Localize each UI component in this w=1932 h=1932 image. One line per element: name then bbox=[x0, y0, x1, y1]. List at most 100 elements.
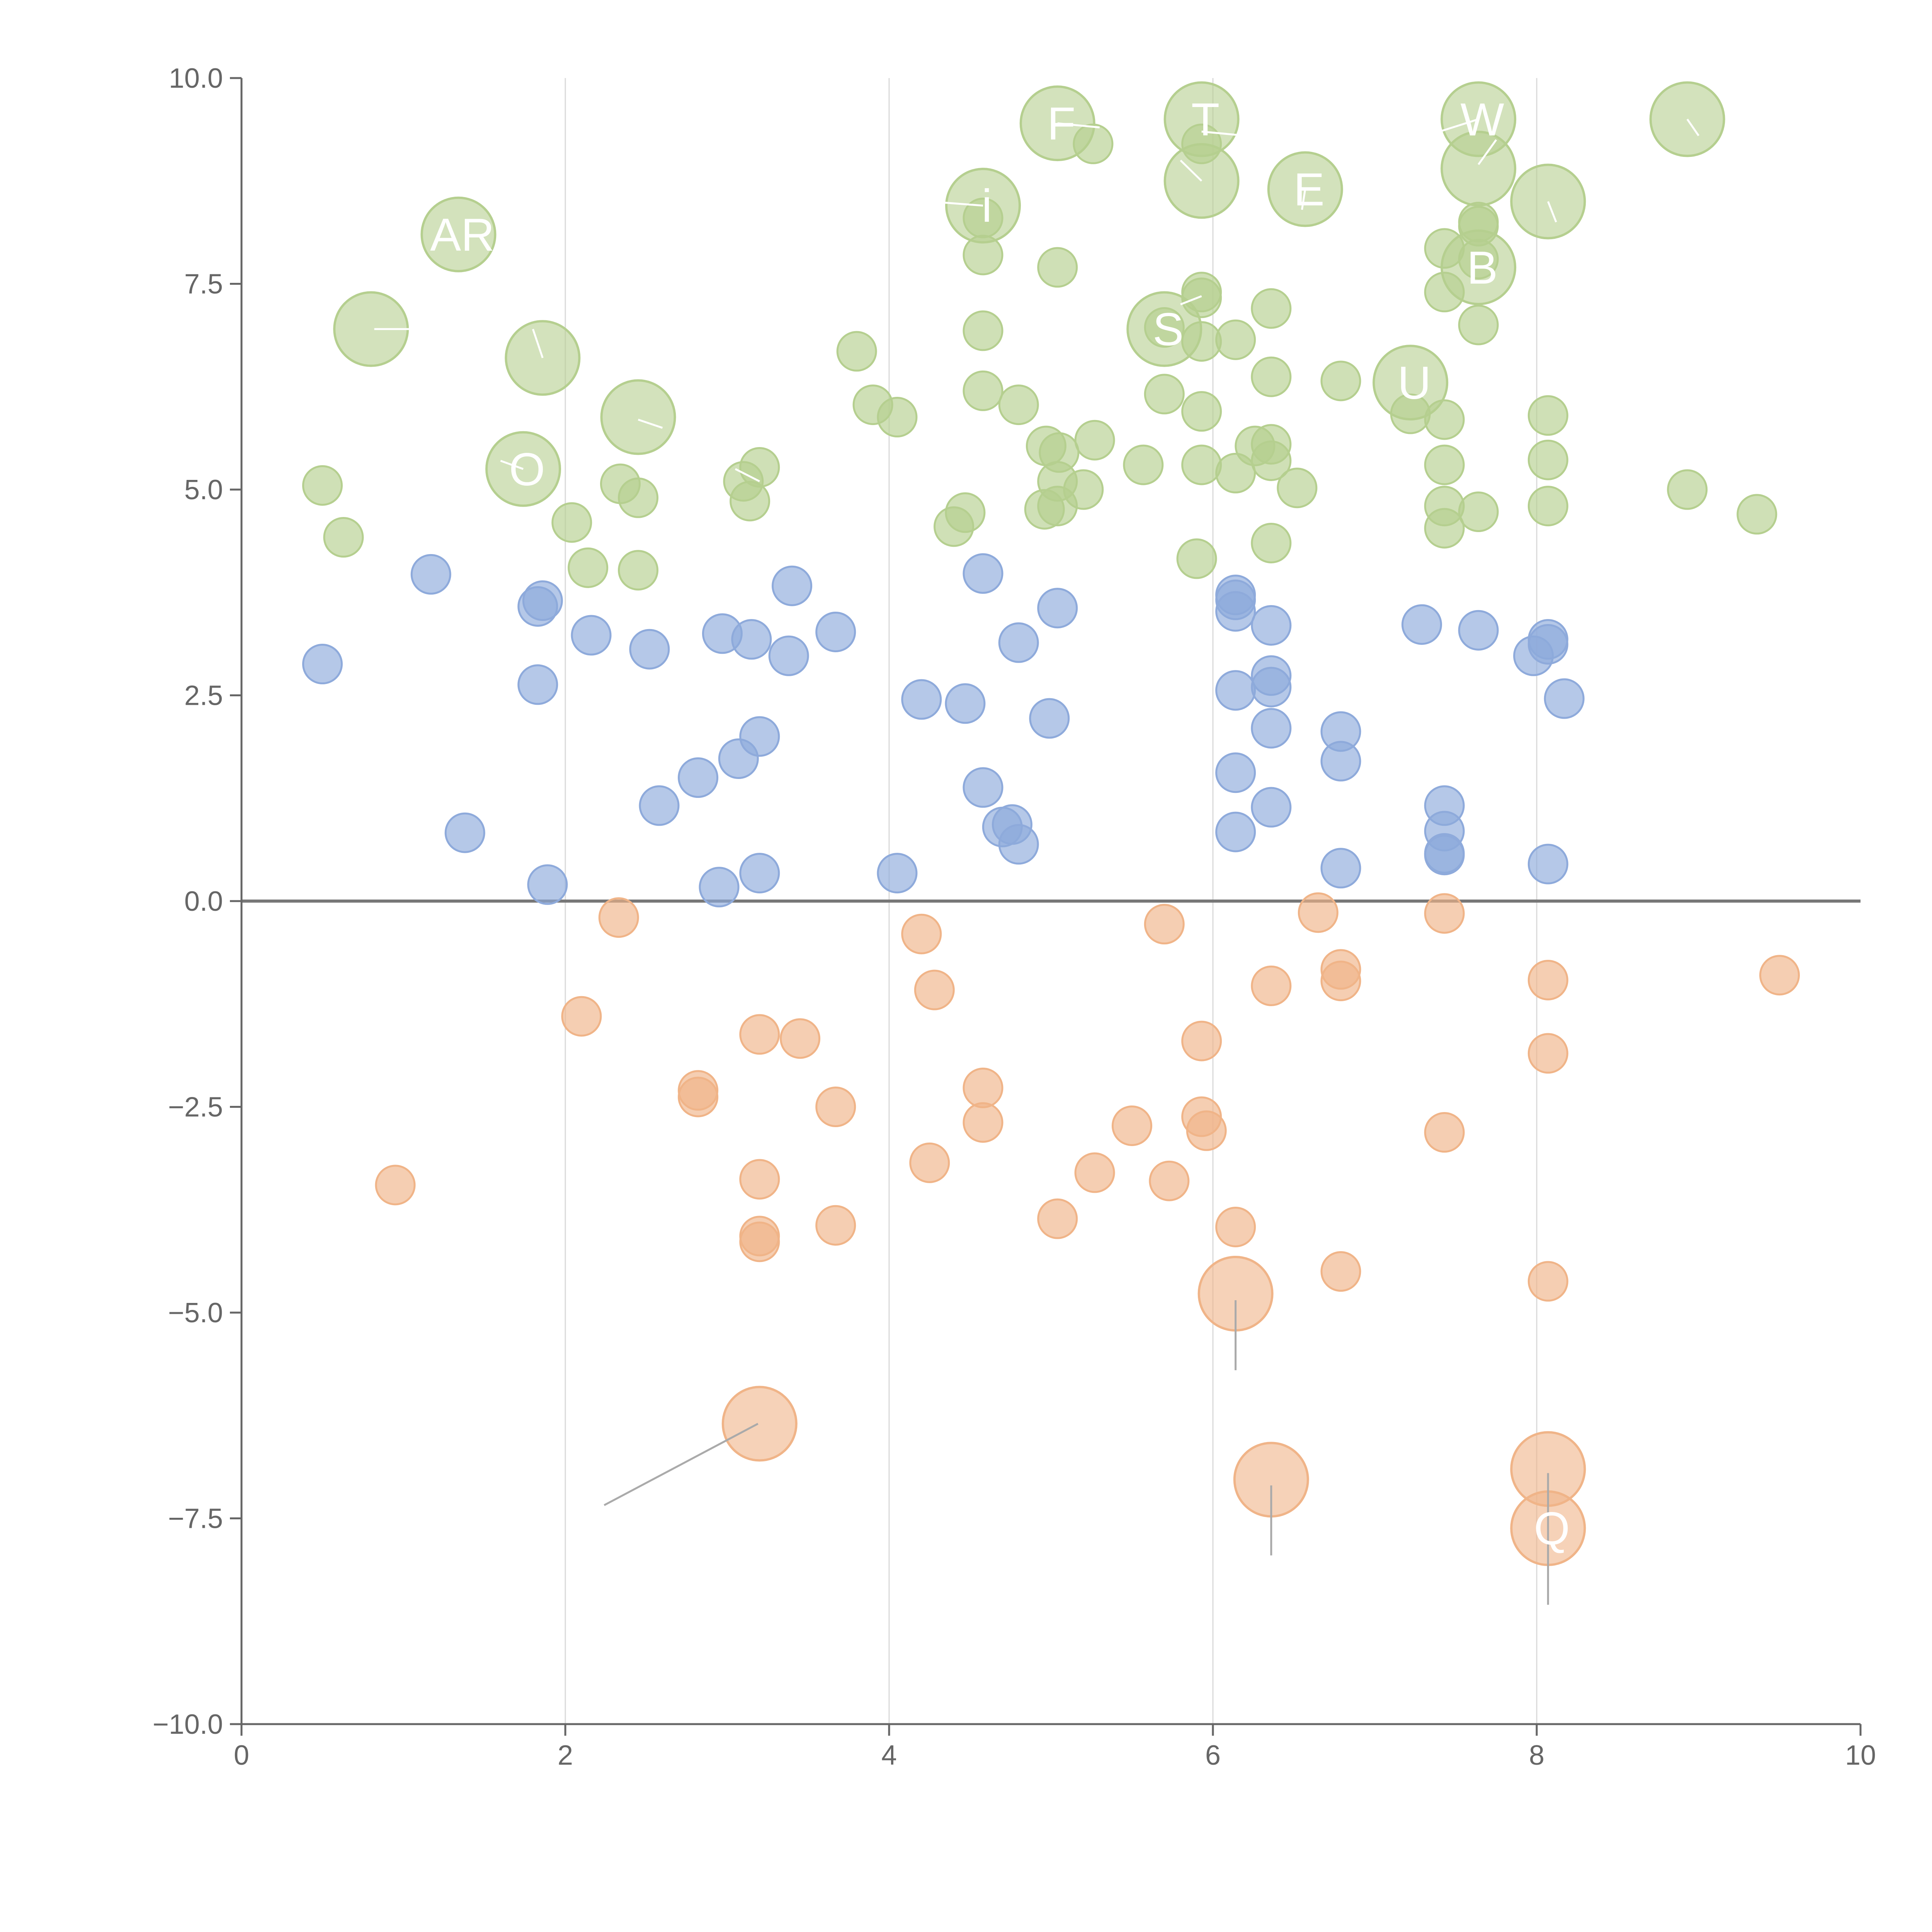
data-point-orange bbox=[1527, 1033, 1568, 1074]
data-point-blue bbox=[772, 565, 813, 606]
leader-line bbox=[1180, 295, 1202, 306]
data-point-orange bbox=[1527, 959, 1568, 1000]
data-point-orange bbox=[739, 1221, 780, 1262]
callout-label: AR bbox=[430, 209, 495, 261]
data-point-blue bbox=[678, 757, 719, 798]
callout-label: U bbox=[1398, 357, 1431, 409]
data-point-green bbox=[1251, 522, 1292, 563]
leader-line bbox=[638, 418, 663, 429]
leader-line bbox=[1201, 130, 1246, 137]
data-point-orange bbox=[963, 1068, 1003, 1109]
data-point-orange bbox=[815, 1087, 856, 1127]
data-point-orange bbox=[1251, 965, 1292, 1006]
data-point-green bbox=[1424, 444, 1465, 485]
data-point-green bbox=[1251, 288, 1292, 329]
leader-line bbox=[604, 1423, 759, 1506]
y-tick-label: −10.0 bbox=[153, 1709, 223, 1740]
data-point-orange bbox=[1320, 1251, 1361, 1292]
y-tick-label: −2.5 bbox=[168, 1092, 223, 1123]
data-point-blue bbox=[571, 615, 612, 656]
leader-line bbox=[735, 468, 760, 482]
data-point-green bbox=[1215, 319, 1256, 360]
data-point-orange bbox=[739, 1159, 780, 1200]
data-point-green bbox=[1074, 420, 1115, 461]
data-point-orange bbox=[1074, 1152, 1115, 1193]
data-point-blue bbox=[699, 867, 740, 908]
y-tick-label: 7.5 bbox=[184, 269, 223, 300]
callout-label: E bbox=[1294, 164, 1325, 216]
data-point-green bbox=[945, 492, 986, 533]
bubble-green bbox=[420, 196, 497, 272]
data-point-green bbox=[568, 547, 609, 588]
data-point-orange bbox=[815, 1205, 856, 1246]
data-point-green bbox=[1527, 395, 1568, 436]
callout-label: T bbox=[1191, 94, 1219, 146]
data-point-green bbox=[1736, 494, 1777, 535]
data-point-green bbox=[836, 331, 877, 372]
data-point-orange bbox=[1424, 1112, 1465, 1153]
data-point-green bbox=[1144, 374, 1185, 415]
data-point-blue bbox=[963, 767, 1003, 808]
data-point-blue bbox=[739, 716, 780, 757]
data-point-orange bbox=[914, 969, 955, 1010]
leader-line bbox=[1686, 119, 1700, 136]
data-point-blue bbox=[629, 629, 670, 670]
data-point-orange bbox=[1527, 1261, 1568, 1302]
data-point-green bbox=[877, 397, 918, 438]
data-point-green bbox=[963, 310, 1003, 351]
data-point-blue bbox=[877, 853, 918, 894]
data-point-green bbox=[618, 550, 659, 591]
bubble-orange bbox=[721, 1386, 798, 1462]
data-point-blue bbox=[963, 553, 1003, 594]
data-point-orange bbox=[739, 1014, 780, 1055]
data-point-orange bbox=[561, 996, 602, 1037]
data-point-blue bbox=[1215, 591, 1256, 632]
callout-label: W bbox=[1461, 94, 1504, 146]
leader-lines bbox=[374, 118, 1700, 1605]
data-point-orange bbox=[780, 1018, 821, 1059]
callout-label: O bbox=[509, 444, 545, 495]
callout-label: B bbox=[1467, 242, 1498, 294]
data-point-green bbox=[1063, 469, 1104, 510]
data-point-blue bbox=[731, 619, 772, 660]
data-point-orange bbox=[901, 913, 942, 954]
data-point-green bbox=[302, 465, 343, 506]
x-tick-label: 0 bbox=[234, 1740, 249, 1771]
bubble-green bbox=[1372, 345, 1449, 421]
data-point-blue bbox=[901, 679, 942, 720]
data-point-blue bbox=[410, 554, 451, 595]
data-point-orange bbox=[909, 1142, 950, 1183]
data-point-blue bbox=[1251, 605, 1292, 646]
data-point-blue bbox=[1215, 752, 1256, 793]
data-point-orange bbox=[1186, 1110, 1227, 1151]
data-point-blue bbox=[527, 864, 568, 905]
data-point-green bbox=[1527, 486, 1568, 527]
leader-line bbox=[532, 328, 544, 358]
data-point-orange bbox=[963, 1102, 1003, 1143]
data-point-green bbox=[323, 517, 364, 558]
data-point-blue bbox=[1037, 588, 1078, 629]
data-point-orange bbox=[1298, 892, 1338, 933]
leader-line bbox=[1301, 189, 1306, 210]
leader-line bbox=[929, 201, 983, 207]
data-point-blue bbox=[302, 644, 343, 685]
data-point-blue bbox=[1251, 667, 1292, 707]
leader-line bbox=[1439, 118, 1479, 133]
data-point-blue bbox=[522, 580, 563, 621]
y-tick-label: 5.0 bbox=[184, 474, 223, 505]
data-point-blue bbox=[998, 824, 1039, 865]
leader-line bbox=[1057, 122, 1100, 129]
data-point-green bbox=[1181, 444, 1222, 485]
data-point-blue bbox=[1029, 698, 1070, 739]
data-point-green bbox=[963, 370, 1003, 411]
data-point-green bbox=[618, 477, 659, 518]
x-tick-label: 6 bbox=[1205, 1740, 1221, 1771]
data-point-green bbox=[1424, 508, 1465, 549]
data-point-blue bbox=[639, 785, 680, 826]
y-tick-label: 0.0 bbox=[184, 886, 223, 917]
data-point-blue bbox=[1251, 708, 1292, 749]
x-tick-label: 4 bbox=[881, 1740, 897, 1771]
callout-label: S bbox=[1153, 304, 1184, 355]
data-point-blue bbox=[1458, 610, 1499, 651]
